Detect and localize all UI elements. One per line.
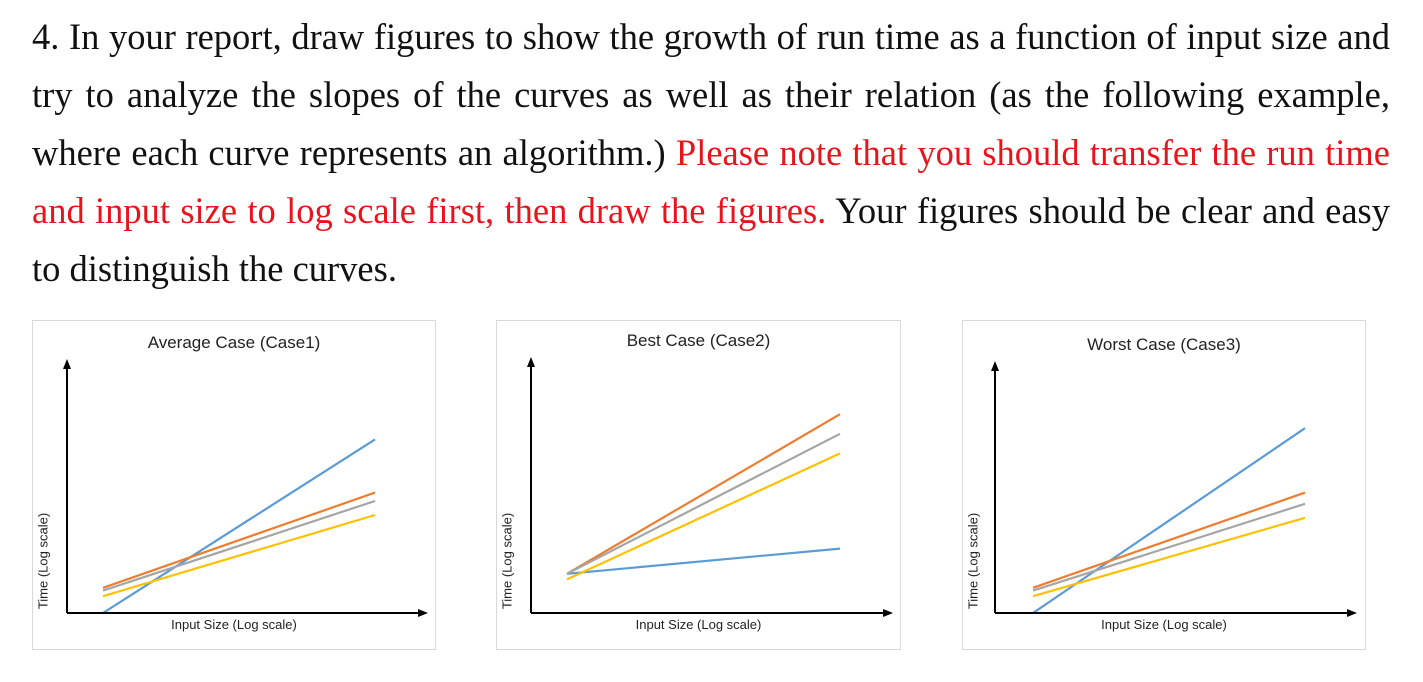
- chart-worst-case: Worst Case (Case3) Input Size (Log scale…: [962, 320, 1366, 650]
- chart-plot: [527, 357, 893, 617]
- series-line-2: [102, 491, 376, 589]
- y-axis-arrow-icon: [63, 359, 71, 369]
- chart-best-case: Best Case (Case2) Input Size (Log scale)…: [496, 320, 901, 650]
- question-text-b: Your figures should be clear and easy to…: [32, 190, 1391, 289]
- question-paragraph: 4. In your report, draw figures to show …: [32, 8, 1390, 298]
- y-axis-label: Time (Log scale): [965, 512, 981, 610]
- y-axis-label: Time (Log scale): [35, 512, 51, 610]
- series-line-1: [102, 438, 376, 614]
- series-line-2: [566, 413, 841, 575]
- chart-title: Best Case (Case2): [626, 331, 771, 350]
- x-axis-arrow-icon: [418, 609, 428, 617]
- series-line-1: [566, 547, 841, 575]
- series-line-3: [102, 499, 376, 592]
- series-line-4: [1032, 516, 1306, 598]
- series-line-3: [566, 432, 841, 575]
- question-text-a: 4. In your report, draw figures to show …: [32, 16, 1390, 173]
- series-line-4: [102, 513, 376, 598]
- chart-average-case: Average Case (Case1) Input Size (Log sca…: [32, 320, 436, 650]
- chart-plot: [63, 359, 428, 617]
- chart-title: Worst Case (Case3): [1087, 335, 1241, 354]
- x-axis-label: Input Size (Log scale): [171, 617, 297, 632]
- y-axis-label: Time (Log scale): [499, 512, 515, 610]
- series-line-3: [1032, 502, 1306, 592]
- chart-title: Average Case (Case1): [147, 333, 321, 352]
- series-line-2: [1032, 491, 1306, 589]
- x-axis-arrow-icon: [883, 609, 893, 617]
- chart-plot: [991, 361, 1357, 617]
- x-axis-label: Input Size (Log scale): [635, 617, 762, 632]
- series-line-4: [566, 452, 841, 581]
- question-text-red: Please note that you should transfer the…: [32, 132, 1390, 231]
- x-axis-label: Input Size (Log scale): [1101, 617, 1227, 632]
- y-axis-arrow-icon: [527, 357, 535, 367]
- y-axis-arrow-icon: [991, 361, 999, 371]
- x-axis-arrow-icon: [1347, 609, 1357, 617]
